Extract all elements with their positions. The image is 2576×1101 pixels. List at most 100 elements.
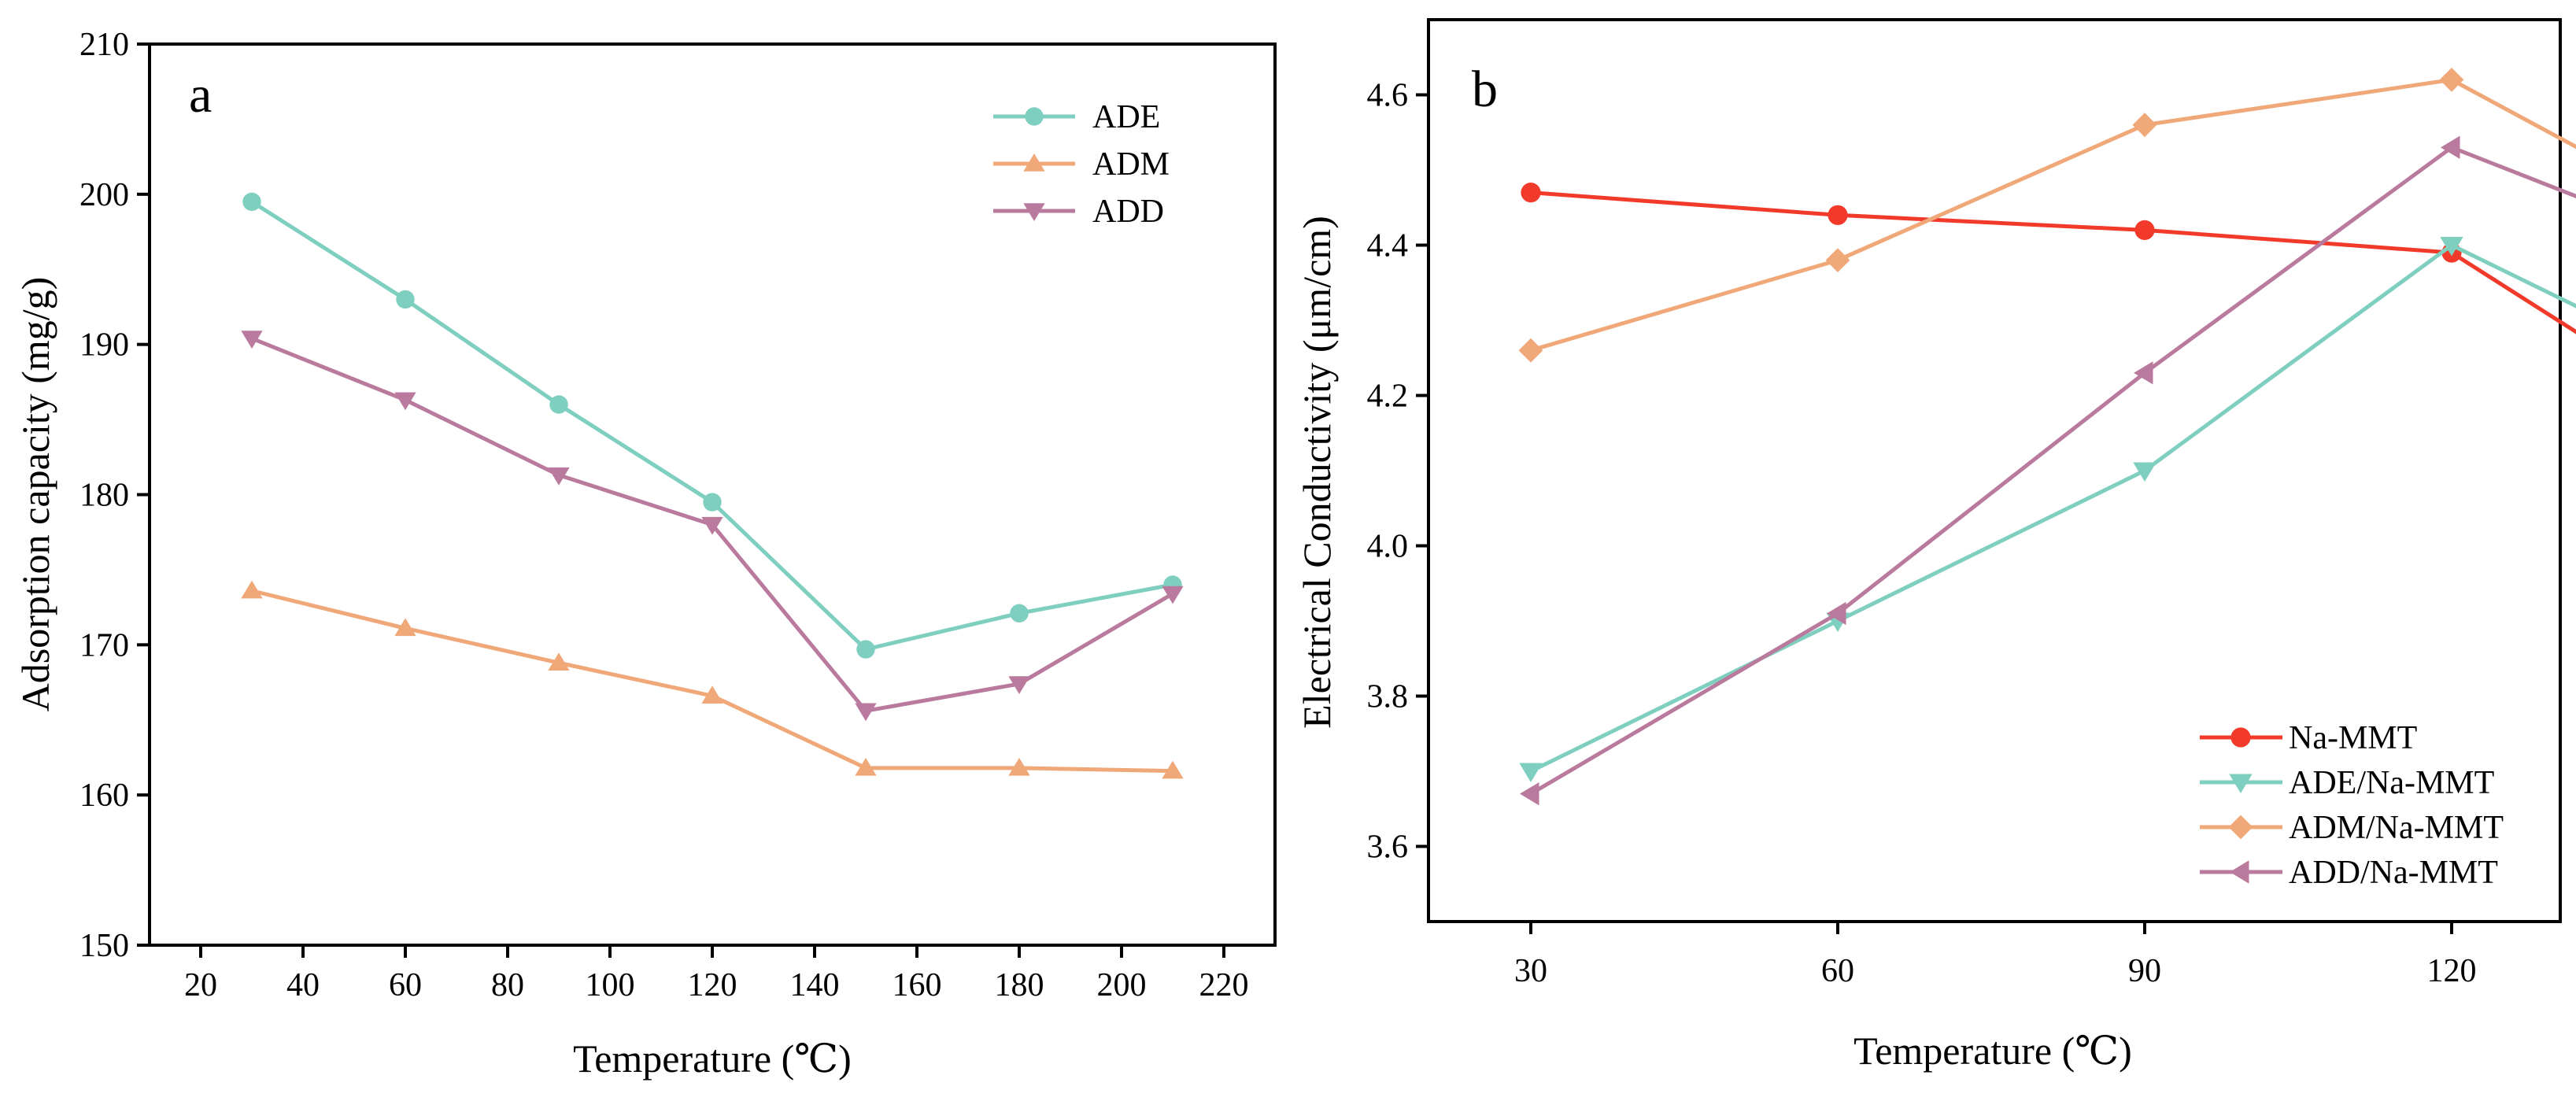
legend-label: ADE/Na-MMT xyxy=(2289,765,2494,801)
legend-item-adm-na-mmt: ADM/Na-MMT xyxy=(2200,810,2504,846)
legend-item-na-mmt: Na-MMT xyxy=(2200,720,2417,756)
legend-item-add: ADD xyxy=(993,194,1164,230)
data-point-ade xyxy=(396,290,415,309)
series-add-na-mmt xyxy=(1520,135,2576,806)
y-tick-label-b: 4.2 xyxy=(1367,379,1409,415)
panel-label-b: b xyxy=(1472,61,1498,118)
data-point-ade-na-mmt xyxy=(1519,763,1543,782)
legend-marker xyxy=(1023,153,1045,172)
x-tick-label-b: 60 xyxy=(1821,953,1854,989)
x-tick-label-b: 120 xyxy=(2427,953,2477,989)
x-axis-title-b: Temperature (℃) xyxy=(1853,1029,2132,1073)
data-point-ade xyxy=(242,192,261,212)
legend-item-add-na-mmt: ADD/Na-MMT xyxy=(2200,855,2498,891)
legend-marker xyxy=(1023,203,1045,221)
x-tick-label-a: 160 xyxy=(893,967,942,1003)
y-tick-label-b: 3.6 xyxy=(1367,829,1409,866)
y-tick-label-a: 200 xyxy=(79,177,129,213)
x-tick-label-a: 140 xyxy=(790,967,840,1003)
data-point-add xyxy=(394,392,416,411)
legend-item-ade: ADE xyxy=(993,99,1160,135)
x-tick-label-a: 80 xyxy=(491,967,524,1003)
data-point-na-mmt xyxy=(2134,220,2155,240)
y-tick-label-a: 190 xyxy=(79,327,129,364)
chart-panel-a: 20 40 60 80 100 120 140 160 180 200 220 150 160 170 1… xyxy=(13,27,1277,1081)
y-tick-label-b: 4.4 xyxy=(1367,228,1409,264)
data-point-adm xyxy=(1008,757,1030,776)
data-point-add-na-mmt xyxy=(2441,135,2460,160)
data-point-ade xyxy=(1010,604,1029,623)
data-point-adm-na-mmt xyxy=(1518,338,1543,363)
x-tick-label-b: 90 xyxy=(2128,953,2161,989)
legend-label: ADM/Na-MMT xyxy=(2289,810,2504,846)
x-tick-label-a: 60 xyxy=(389,967,422,1003)
x-tick-label-a: 220 xyxy=(1199,967,1249,1003)
series-line-na-mmt xyxy=(1530,190,2576,334)
legend-label: ADM xyxy=(1092,146,1170,183)
series-line-adm-na-mmt xyxy=(1530,77,2576,353)
legend-marker xyxy=(2229,774,2253,793)
series-adm xyxy=(241,580,1184,779)
series-add xyxy=(241,331,1184,722)
data-point-adm xyxy=(855,757,877,776)
x-tick-label-a: 180 xyxy=(995,967,1044,1003)
y-tick-label-a: 210 xyxy=(79,27,129,63)
x-tick-label-a: 100 xyxy=(586,967,635,1003)
data-point-na-mmt xyxy=(1521,183,1541,203)
x-tick-label-a: 200 xyxy=(1097,967,1147,1003)
data-point-adm xyxy=(1162,760,1184,779)
legend-marker xyxy=(1025,107,1044,126)
legend-label: ADD/Na-MMT xyxy=(2289,855,2498,891)
legend-a: ADE ADM ADD xyxy=(993,99,1170,230)
plot-area-frame-b xyxy=(1427,18,2562,923)
y-tick-label-b: 4.0 xyxy=(1367,529,1409,565)
x-axis-title-a: Temperature (℃) xyxy=(573,1036,852,1081)
data-point-add xyxy=(241,331,263,349)
data-point-add xyxy=(701,516,723,535)
y-axis-title-a: Adsorption capacity (mg/g) xyxy=(13,277,57,712)
legend-b: Na-MMT ADE/Na-MMT ADM/Na-MMT ADD/Na-MMT xyxy=(2200,720,2504,891)
data-point-adm-na-mmt xyxy=(1825,248,1850,272)
series-line-add-na-mmt xyxy=(1529,145,2576,796)
y-axis-title-b: Electrical Conductivity (μm/cm) xyxy=(1295,216,1339,729)
y-tick-label-a: 170 xyxy=(79,627,129,663)
data-point-add-na-mmt xyxy=(1520,781,1539,806)
data-point-adm xyxy=(241,580,263,599)
chart-panel-b: 306090120150180210 3.63.84.04.24.44.6 b … xyxy=(1295,18,2576,1073)
data-point-add xyxy=(1008,676,1030,694)
legend-label: ADE xyxy=(1092,99,1160,135)
data-point-add xyxy=(1162,586,1184,604)
legend-marker xyxy=(2228,815,2253,840)
data-point-adm xyxy=(548,652,570,671)
legend-item-adm: ADM xyxy=(993,146,1170,183)
data-point-adm xyxy=(701,685,723,704)
data-point-add-na-mmt xyxy=(1827,601,1846,626)
y-tick-label-a: 150 xyxy=(79,928,129,964)
x-tick-label-a: 40 xyxy=(286,967,320,1003)
y-tick-label-a: 180 xyxy=(79,478,129,514)
legend-label: Na-MMT xyxy=(2289,720,2417,756)
x-tick-label-a: 120 xyxy=(688,967,737,1003)
x-tick-label-b: 30 xyxy=(1514,953,1547,989)
data-point-ade xyxy=(703,493,722,512)
data-point-add-na-mmt xyxy=(2134,361,2153,385)
panel-label-a: a xyxy=(189,66,212,124)
data-point-ade-na-mmt xyxy=(2440,237,2463,257)
data-point-ade xyxy=(549,395,568,414)
data-point-na-mmt xyxy=(1828,205,1848,225)
data-point-ade xyxy=(856,640,875,659)
x-tick-label-a: 20 xyxy=(184,967,217,1003)
legend-marker xyxy=(2230,860,2249,884)
data-point-adm xyxy=(394,618,416,637)
data-point-add xyxy=(855,703,877,722)
data-point-adm-na-mmt xyxy=(2132,113,2157,138)
y-tick-label-b: 3.8 xyxy=(1367,679,1409,715)
series-line-ade xyxy=(250,200,1173,652)
legend-label: ADD xyxy=(1092,194,1164,230)
series-na-mmt xyxy=(1521,183,2576,334)
data-point-ade-na-mmt xyxy=(2133,462,2157,482)
data-point-add xyxy=(548,467,570,486)
data-point-adm-na-mmt xyxy=(2439,68,2464,92)
series-ade xyxy=(242,192,1182,659)
